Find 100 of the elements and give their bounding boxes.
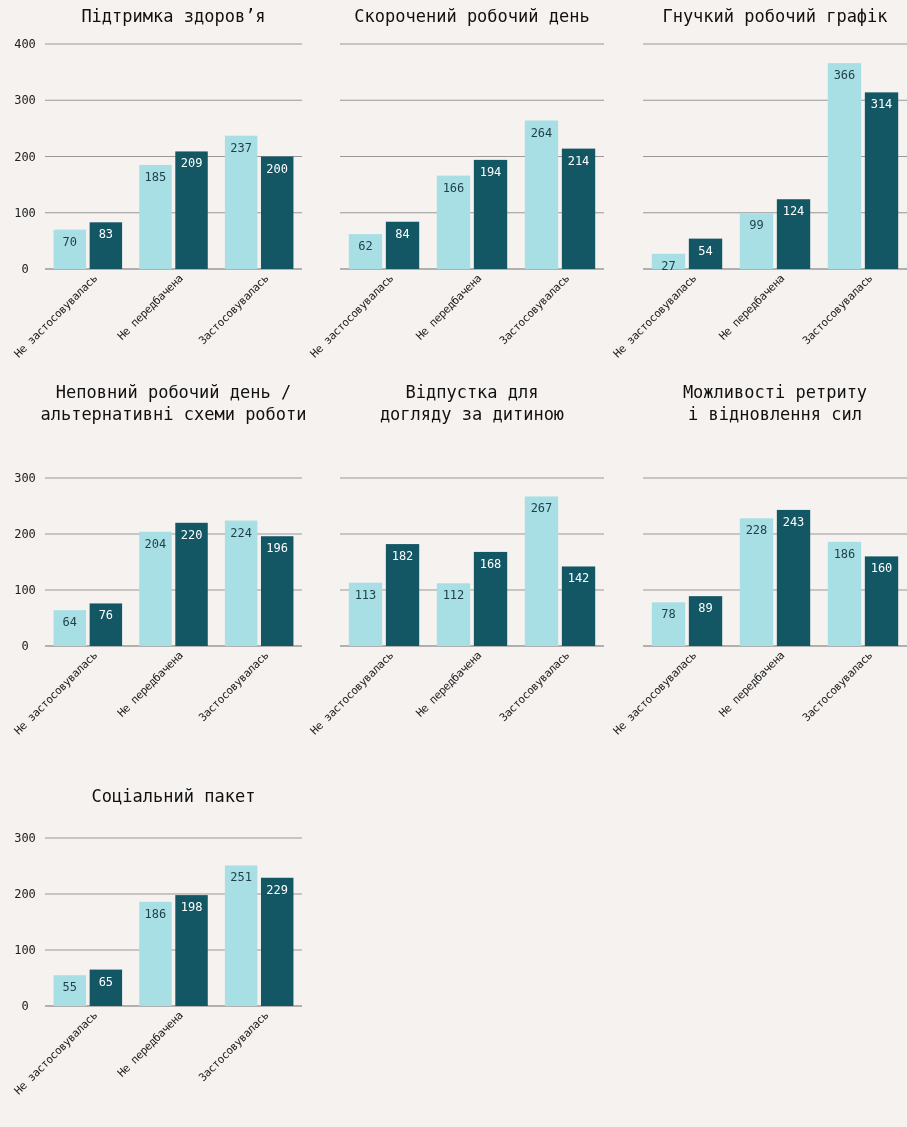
data-label: 185: [144, 169, 167, 184]
data-label: 76: [98, 608, 114, 623]
bar: [473, 159, 508, 269]
chart-title: Соціальний пакет: [91, 786, 256, 806]
bar: [260, 536, 294, 646]
data-label: 168: [479, 556, 502, 571]
bar: [739, 213, 774, 269]
bar: [473, 551, 508, 646]
bar: [385, 544, 420, 646]
data-label: 54: [698, 243, 713, 258]
data-label: 243: [782, 514, 805, 529]
bar: [224, 520, 258, 646]
bar: [561, 148, 596, 269]
data-label: 251: [230, 870, 252, 885]
y-tick-label: 400: [14, 37, 36, 51]
bar: [776, 509, 811, 646]
data-label: 65: [98, 974, 114, 989]
data-label: 113: [354, 587, 377, 602]
bar: [436, 175, 471, 269]
data-label: 160: [870, 561, 893, 576]
data-label: 267: [530, 501, 553, 516]
data-label: 78: [661, 607, 676, 622]
y-tick-label: 0: [21, 639, 29, 653]
bar: [53, 229, 87, 269]
data-label: 186: [833, 546, 856, 561]
bar: [436, 583, 471, 646]
bar: [175, 522, 208, 646]
bar: [739, 518, 774, 646]
bar: [561, 566, 596, 646]
bar: [89, 222, 123, 269]
y-tick-label: 300: [14, 831, 36, 845]
data-label: 124: [782, 204, 805, 219]
bar: [385, 221, 420, 269]
bar: [224, 865, 258, 1006]
bar: [651, 602, 686, 646]
bar: [89, 969, 123, 1006]
y-tick-label: 0: [21, 999, 29, 1013]
chart-title: Гнучкий робочий графік: [662, 6, 888, 26]
chart-title: Скорочений робочий день: [354, 6, 590, 26]
data-label: 64: [62, 615, 78, 630]
data-label: 229: [266, 882, 289, 897]
data-label: 142: [567, 571, 590, 586]
data-label: 204: [144, 536, 167, 551]
data-label: 62: [358, 239, 373, 254]
bar: [524, 496, 559, 646]
bar: [53, 975, 87, 1006]
data-label: 366: [833, 68, 856, 83]
bar: [260, 156, 294, 269]
bar: [224, 135, 258, 269]
data-label: 228: [745, 523, 768, 538]
bar: [864, 92, 899, 269]
data-label: 214: [567, 153, 590, 168]
data-label: 224: [230, 525, 252, 540]
data-label: 27: [661, 258, 676, 273]
bar: [348, 582, 383, 646]
data-label: 84: [395, 226, 410, 241]
data-label: 198: [180, 900, 203, 915]
y-tick-label: 200: [14, 149, 36, 164]
data-label: 194: [479, 164, 502, 179]
bar: [348, 234, 383, 269]
bar: [688, 238, 723, 269]
data-label: 237: [230, 140, 252, 155]
data-label: 200: [266, 161, 289, 176]
bar: [89, 603, 123, 646]
y-tick-label: 300: [14, 471, 36, 485]
bar: [864, 556, 899, 646]
y-tick-label: 200: [14, 527, 36, 541]
bar: [139, 164, 172, 269]
chart-title: Можливості ретриту і відновлення сил: [682, 382, 868, 424]
y-tick-label: 0: [21, 262, 29, 276]
data-label: 196: [266, 541, 289, 556]
data-label: 186: [144, 906, 167, 921]
data-label: 209: [180, 156, 203, 171]
y-tick-label: 200: [14, 887, 36, 901]
bar: [139, 901, 172, 1006]
bar: [524, 120, 559, 269]
data-label: 55: [62, 980, 78, 995]
chart-title: Підтримка здоров’я: [81, 6, 266, 26]
data-label: 89: [698, 601, 713, 616]
chart-title: Відпустка для догляду за дитиною: [379, 382, 565, 424]
bar: [688, 596, 723, 646]
y-tick-label: 100: [14, 583, 36, 597]
data-label: 99: [749, 218, 764, 233]
y-tick-label: 100: [14, 205, 36, 220]
bar: [776, 199, 811, 269]
data-label: 314: [870, 97, 893, 112]
bar: [53, 610, 87, 646]
bar: [827, 541, 862, 646]
bar: [175, 895, 208, 1006]
data-label: 264: [530, 125, 553, 140]
y-tick-label: 300: [14, 93, 36, 108]
data-label: 112: [442, 588, 465, 603]
bar: [827, 63, 862, 269]
bar: [175, 151, 208, 269]
y-tick-label: 100: [14, 943, 36, 957]
bar: [139, 531, 172, 646]
data-label: 220: [180, 527, 203, 542]
bar: [260, 877, 294, 1006]
chart-title: Неповний робочий день / альтернативні схеми роботи: [40, 382, 307, 424]
data-label: 166: [442, 180, 465, 195]
